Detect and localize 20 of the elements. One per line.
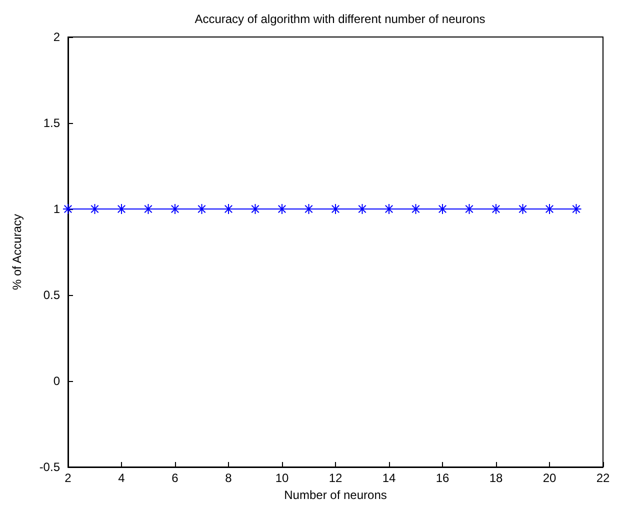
y-tick-label: 1.5 bbox=[43, 116, 60, 130]
x-tick-label: 10 bbox=[275, 471, 289, 485]
x-tick-label: 8 bbox=[225, 471, 232, 485]
y-axis-title: % of Accuracy bbox=[10, 214, 24, 290]
y-tick-label: 0.5 bbox=[43, 288, 60, 302]
chart-title: Accuracy of algorithm with different number of neurons bbox=[194, 12, 486, 26]
x-tick-label: 6 bbox=[172, 471, 179, 485]
x-tick-label: 22 bbox=[596, 471, 610, 485]
x-tick-label: 16 bbox=[436, 471, 450, 485]
y-tick-label: -0.5 bbox=[39, 460, 60, 474]
y-tick-label: 0 bbox=[53, 374, 60, 388]
y-tick-label: 1 bbox=[53, 202, 60, 216]
x-tick-label: 2 bbox=[64, 471, 72, 485]
x-tick-label: 20 bbox=[542, 471, 556, 485]
x-tick-label: 14 bbox=[382, 471, 396, 485]
x-tick-label: 12 bbox=[328, 471, 342, 485]
x-axis-title: Number of neurons bbox=[284, 488, 387, 502]
x-tick-label: 18 bbox=[489, 471, 503, 485]
y-tick-label: 2 bbox=[53, 30, 60, 44]
x-tick-label: 4 bbox=[118, 471, 126, 485]
